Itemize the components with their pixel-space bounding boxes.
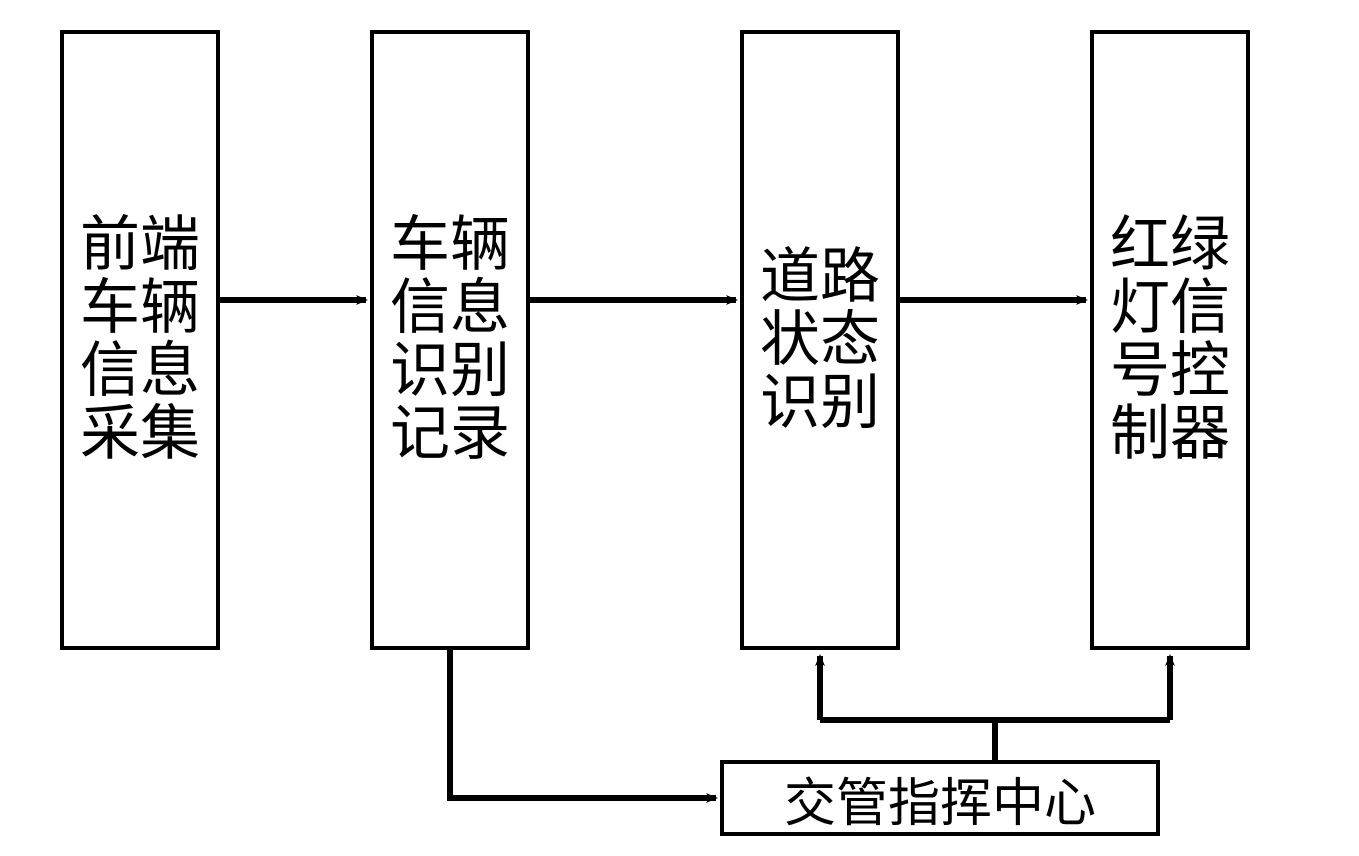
char: 状 bbox=[760, 309, 820, 372]
char: 息 bbox=[140, 340, 200, 403]
char: 采 bbox=[80, 403, 140, 466]
char: 记 bbox=[390, 403, 450, 466]
char: 车 bbox=[390, 214, 450, 277]
char: 控 bbox=[1170, 340, 1230, 403]
char: 绿 bbox=[1170, 214, 1230, 277]
node-label: 交管指挥中心 bbox=[784, 761, 1096, 836]
char: 灯 bbox=[1110, 277, 1170, 340]
char: 路 bbox=[820, 246, 880, 309]
char: 号 bbox=[1110, 340, 1170, 403]
char: 辆 bbox=[140, 277, 200, 340]
node-road-state-recognition: 道 状 识 路 态 别 bbox=[740, 30, 900, 650]
char: 信 bbox=[1170, 277, 1230, 340]
char: 录 bbox=[450, 403, 510, 466]
node-traffic-light-controller: 红 灯 号 制 绿 信 控 器 bbox=[1090, 30, 1250, 650]
char: 信 bbox=[390, 277, 450, 340]
node-front-end-collection: 前 车 信 采 端 辆 息 集 bbox=[60, 30, 220, 650]
char: 息 bbox=[450, 277, 510, 340]
arrow-n2-n5 bbox=[450, 650, 716, 798]
char: 辆 bbox=[450, 214, 510, 277]
char: 集 bbox=[140, 403, 200, 466]
char: 端 bbox=[140, 214, 200, 277]
char: 道 bbox=[760, 246, 820, 309]
char: 别 bbox=[450, 340, 510, 403]
char: 态 bbox=[820, 309, 880, 372]
char: 器 bbox=[1170, 403, 1230, 466]
char: 识 bbox=[390, 340, 450, 403]
node-vehicle-info-record: 车 信 识 记 辆 息 别 录 bbox=[370, 30, 530, 650]
char: 红 bbox=[1110, 214, 1170, 277]
char: 别 bbox=[820, 372, 880, 435]
char: 车 bbox=[80, 277, 140, 340]
char: 制 bbox=[1110, 403, 1170, 466]
char: 识 bbox=[760, 372, 820, 435]
char: 前 bbox=[80, 214, 140, 277]
char: 信 bbox=[80, 340, 140, 403]
node-traffic-command-center: 交管指挥中心 bbox=[720, 760, 1160, 836]
